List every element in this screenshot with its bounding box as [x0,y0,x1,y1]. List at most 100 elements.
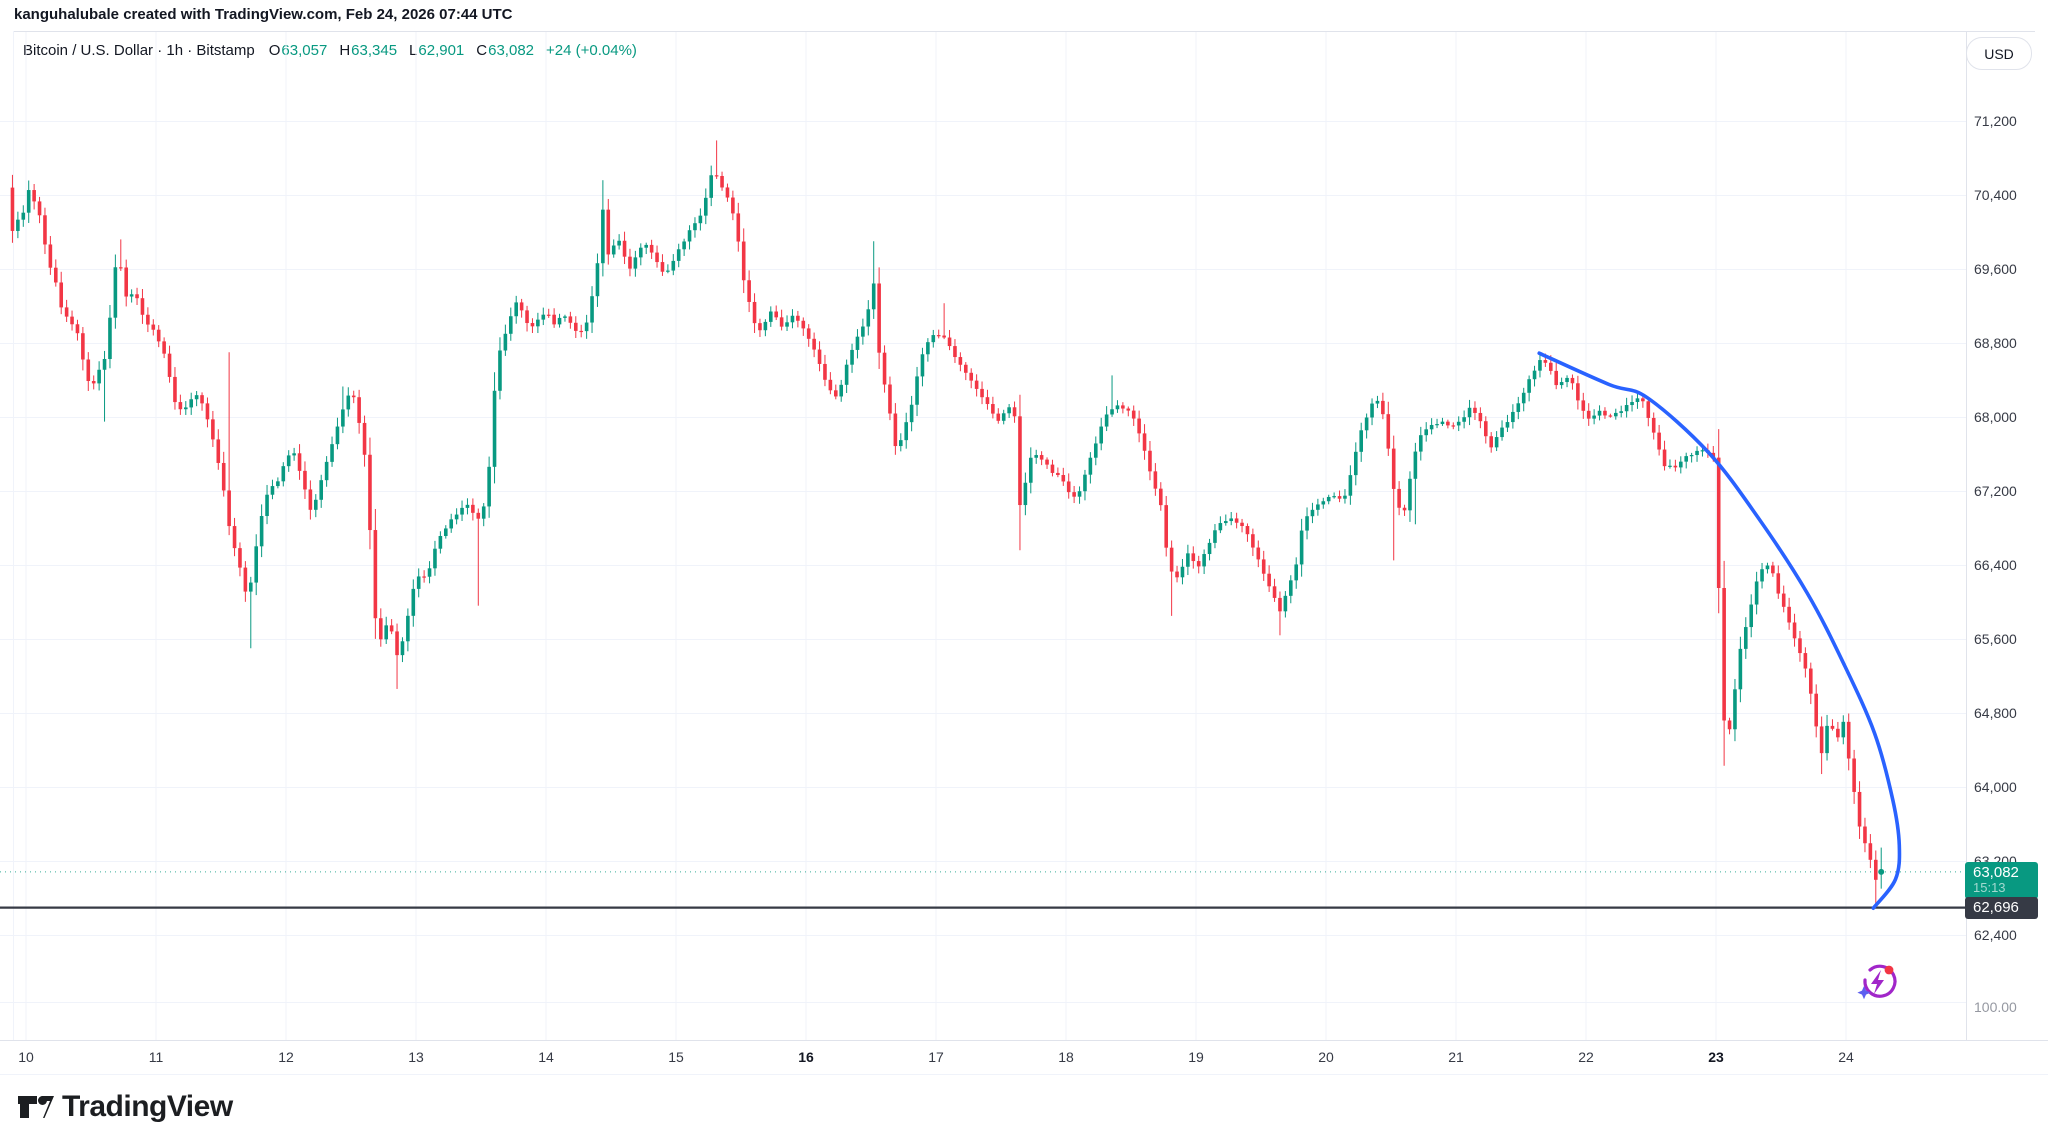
candle-body [232,526,237,549]
candle-body [498,350,502,391]
time-axis[interactable]: 10 11 12 13 14 15 16 17 18 19 20 21 22 23 24 [0,1040,2048,1075]
curve-annotation[interactable] [1537,351,1902,910]
candle-body [888,384,892,414]
candle-body [189,399,194,408]
candle-body [1034,455,1039,458]
candle-body [947,337,952,347]
candle-body [341,409,345,427]
candle-body [16,219,20,231]
candle-body [638,247,643,258]
change-value: +24 (+0.04%) [546,42,637,59]
candle-body [1202,554,1206,567]
candle-body [471,504,475,513]
candle-body [823,363,827,380]
candle-body [1814,693,1819,727]
candle-body [985,397,990,405]
candle-body [211,419,215,440]
candle-body [70,316,74,325]
candle-body [926,342,930,355]
candle-body [936,335,941,337]
candle-body [1353,451,1358,476]
candle-body [1402,507,1407,511]
candle-body [1803,653,1808,669]
candle-body [877,283,881,353]
candle-body [741,241,746,281]
symbol-title[interactable]: Bitcoin / U.S. Dollar · 1h · Bitstamp [23,42,255,59]
candle-body [1072,492,1076,497]
time-tick-label: 17 [928,1049,944,1065]
candle-body [1473,407,1477,413]
candle-body [1196,561,1201,567]
candle-body [1738,648,1743,690]
candle-body [1272,586,1277,598]
candle-body [37,201,42,216]
candle-body [980,388,984,398]
candle-body [1749,604,1754,628]
candle-body [59,282,64,308]
candle-body [113,267,118,318]
candle-body [351,395,356,398]
candle-body [953,346,957,358]
candle-body [1332,496,1336,498]
candle-body [129,294,134,297]
candle-body [438,535,443,549]
last-price-dot [1878,868,1885,875]
candle-body [64,307,69,317]
candle-body [568,316,573,323]
candle-body [1760,569,1764,582]
candle-body [1830,725,1835,729]
candle-body [861,326,865,337]
time-tick-label: 14 [538,1049,554,1065]
candle-body [1743,627,1748,649]
candle-body [26,190,31,213]
bar-countdown: 15:13 [1973,879,2006,895]
tradingview-logo-icon [18,1096,54,1118]
candle-body [909,404,914,423]
candle-body [1375,400,1380,404]
candle-body [1148,450,1152,472]
candle-body [736,213,741,242]
candle-body [660,262,665,272]
candle-body [173,376,177,403]
candle-body [1137,418,1141,434]
candle-body [698,215,703,224]
candle-body [546,314,551,316]
currency-toggle-button[interactable]: USD [1966,37,2032,70]
candle-body [1570,377,1575,384]
candle-body [1186,553,1190,567]
candle-body [400,641,405,656]
candle-body [606,209,611,255]
candle-body [411,588,416,616]
candle-body [758,323,762,331]
candle-body [1424,429,1429,436]
candle-body [1316,504,1320,510]
time-tick-label: 10 [18,1049,34,1065]
candle-body [48,244,53,268]
candle-body [319,480,324,500]
candle-body [395,631,399,656]
candle-body [216,439,221,463]
candle-body [1001,413,1006,421]
candle-body [768,311,773,322]
candle-body [920,354,925,377]
candle-body [1164,505,1169,548]
candle-body [1305,516,1309,531]
candle-body [1798,638,1802,654]
red-dot [1884,965,1894,975]
candle-body [102,358,107,370]
candle-body [86,359,91,382]
candle-body [687,230,692,242]
candle-body [1678,461,1683,468]
candle-body [259,516,264,547]
candle-body [682,241,686,250]
tradingview-logo[interactable]: TradingView [16,1088,233,1126]
spark-refresh-icon[interactable] [1856,960,1900,1004]
candle-body [335,426,340,445]
candle-body [1727,720,1732,730]
candle-body [492,390,497,467]
price-tick-label: 67,200 [1974,483,2017,499]
candle-body [460,507,464,515]
time-tick-label: 19 [1188,1049,1204,1065]
candle-body [330,444,334,462]
